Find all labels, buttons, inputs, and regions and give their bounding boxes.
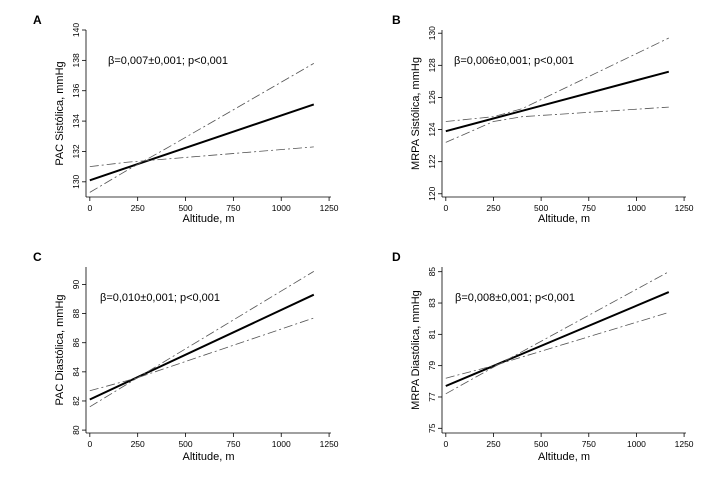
y-tick-label: 83 (427, 298, 437, 308)
x-tick-label: 500 (178, 203, 192, 213)
fit-line (445, 291, 670, 387)
y-tick-label: 80 (71, 425, 81, 435)
fit-line (89, 103, 315, 182)
y-tick-label: 130 (427, 26, 437, 40)
y-tick-label: 85 (427, 267, 437, 277)
panel-letter: C (33, 250, 42, 264)
x-axis-label: Altitude, m (183, 213, 235, 225)
x-tick-label: 0 (443, 439, 448, 449)
x-tick-label: 250 (131, 203, 145, 213)
y-tick-label: 132 (71, 144, 81, 158)
y-tick-label: 140 (71, 23, 81, 37)
x-tick-label: 1250 (675, 203, 694, 213)
y-axis-label: MRPA Diastólica, mmHg (410, 290, 422, 410)
ci-upper-line (89, 63, 314, 193)
y-tick-label: 130 (71, 174, 81, 188)
y-tick-label: 77 (427, 392, 437, 402)
y-tick-label: 126 (427, 90, 437, 104)
y-axis-label: MRPA Sistólica, mmHg (410, 57, 422, 170)
x-tick-label: 250 (131, 439, 145, 449)
ci-upper-line (445, 271, 669, 395)
regression-annotation: β=0,006±0,001; p<0,001 (454, 55, 574, 67)
x-tick-label: 1000 (627, 203, 646, 213)
x-tick-label: 250 (486, 203, 500, 213)
chart-panel-d: D 0 250 500 750 1000 1250 75 77 79 81 83 85 Altitude,… (392, 250, 694, 463)
x-tick-label: 500 (178, 439, 192, 449)
x-tick-label: 1000 (272, 439, 291, 449)
ci-lower-line (89, 146, 314, 167)
x-tick-label: 500 (534, 203, 548, 213)
regression-annotation: β=0,010±0,001; p<0,001 (100, 292, 220, 304)
fit-line (445, 70, 670, 133)
x-tick-label: 1250 (675, 439, 694, 449)
x-tick-label: 500 (534, 439, 548, 449)
y-axis-label: PAC Diastólica, mmHg (54, 294, 66, 405)
ci-upper-line (445, 37, 669, 122)
x-tick-label: 0 (87, 203, 92, 213)
x-tick-label: 1250 (320, 203, 339, 213)
chart-panel-c: C 0 250 500 750 1000 1250 80 82 84 86 88 90 Altitude,… (33, 250, 339, 463)
x-tick-label: 1250 (320, 439, 339, 449)
x-tick-label: 250 (486, 439, 500, 449)
y-tick-label: 81 (427, 329, 437, 339)
x-tick-label: 750 (582, 439, 596, 449)
y-tick-label: 124 (427, 122, 437, 136)
panel-letter: A (33, 13, 42, 27)
y-tick-label: 88 (71, 309, 81, 319)
y-tick-label: 138 (71, 53, 81, 67)
ci-lower-line (89, 317, 314, 392)
regression-annotation: β=0,008±0,001; p<0,001 (455, 292, 575, 304)
x-tick-label: 1000 (272, 203, 291, 213)
y-tick-label: 136 (71, 83, 81, 97)
ci-lower-line (445, 106, 669, 143)
y-tick-label: 75 (427, 423, 437, 433)
x-axis-label: Altitude, m (538, 213, 590, 225)
ci-upper-line (89, 271, 315, 408)
x-axis-label: Altitude, m (183, 451, 235, 463)
x-tick-label: 0 (443, 203, 448, 213)
y-tick-label: 128 (427, 58, 437, 72)
x-tick-label: 750 (582, 203, 596, 213)
y-tick-label: 84 (71, 367, 81, 377)
x-axis-label: Altitude, m (538, 451, 590, 463)
x-tick-label: 750 (226, 439, 240, 449)
y-tick-label: 90 (71, 279, 81, 289)
fit-line (89, 293, 315, 401)
x-tick-label: 750 (226, 203, 240, 213)
y-tick-label: 86 (71, 338, 81, 348)
ci-lower-line (445, 312, 669, 379)
y-tick-label: 122 (427, 154, 437, 168)
chart-panel-a: A 0 250 500 750 1000 1250 130 132 134 136 138 140 Alt… (33, 13, 339, 225)
panel-letter: D (392, 250, 401, 264)
x-tick-label: 1000 (627, 439, 646, 449)
x-tick-label: 0 (87, 439, 92, 449)
y-tick-label: 79 (427, 361, 437, 371)
y-axis-label: PAC Sistólica, mmHg (54, 61, 66, 165)
y-tick-label: 120 (427, 186, 437, 200)
chart-panel-b: B 0 250 500 750 1000 1250 120 122 124 126 128 130 Alt… (392, 13, 694, 225)
y-tick-label: 134 (71, 114, 81, 128)
regression-annotation: β=0,007±0,001; p<0,001 (108, 55, 228, 67)
y-tick-label: 82 (71, 396, 81, 406)
panel-letter: B (392, 13, 401, 27)
